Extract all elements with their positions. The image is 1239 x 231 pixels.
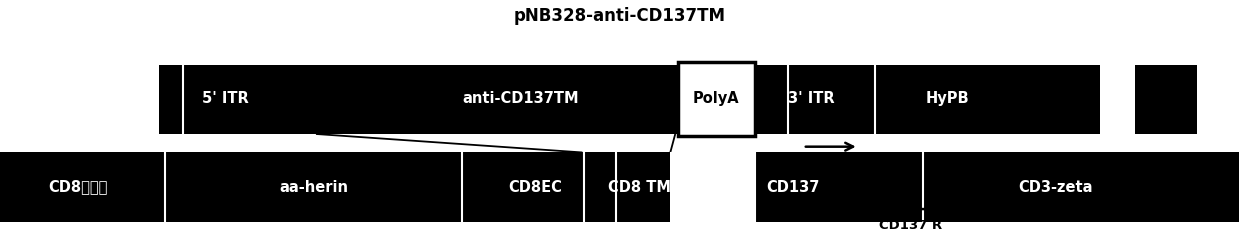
Bar	[678, 62, 755, 136]
Text: 5' ITR: 5' ITR	[202, 91, 249, 106]
Text: PolyA: PolyA	[693, 91, 740, 106]
Text: CD8信号肽: CD8信号肽	[48, 180, 108, 195]
Bar	[0, 152, 1239, 222]
Text: CD8 TM: CD8 TM	[608, 180, 670, 195]
Text: pNB328-anti-CD137TM: pNB328-anti-CD137TM	[513, 7, 726, 25]
Text: aa-herin: aa-herin	[279, 180, 348, 195]
Text: CD8EC: CD8EC	[508, 180, 563, 195]
Text: CD137 F: CD137 F	[797, 123, 859, 136]
Text: anti-CD137TM: anti-CD137TM	[462, 91, 579, 106]
Bar	[159, 65, 1197, 134]
Text: HyPB: HyPB	[926, 91, 970, 106]
Text: CD137 R: CD137 R	[880, 219, 942, 231]
Text: 3' ITR: 3' ITR	[788, 91, 835, 106]
Bar	[1100, 65, 1135, 134]
Bar	[670, 152, 755, 222]
Text: CD3-zeta: CD3-zeta	[1018, 180, 1093, 195]
Text: CD137: CD137	[766, 180, 820, 195]
